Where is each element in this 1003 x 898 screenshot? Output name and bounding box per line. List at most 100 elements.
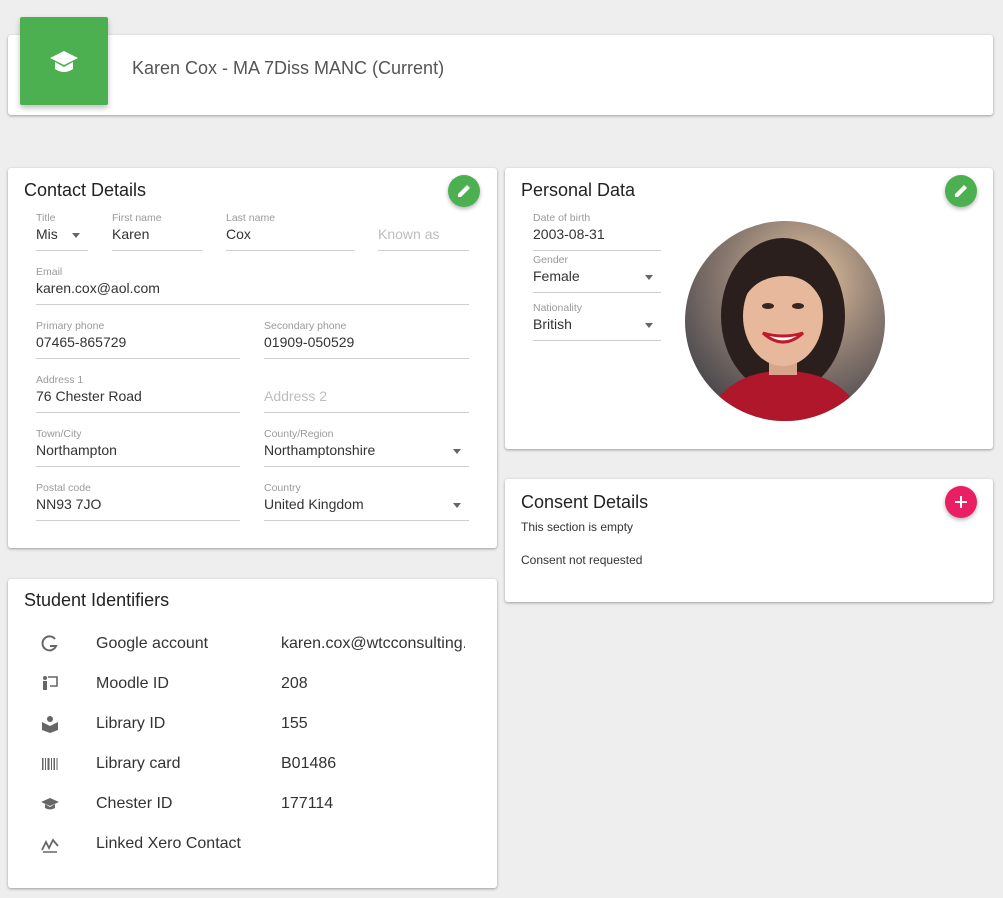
dropdown-arrow	[453, 503, 461, 508]
contact-details-card: Contact Details Title Mis First name Karen L…	[8, 168, 497, 548]
field-underline	[264, 520, 469, 521]
identifier-label: Library ID	[96, 715, 166, 732]
field-value: Female	[533, 268, 580, 284]
consent-note: Consent not requested	[521, 553, 643, 567]
form-field[interactable]: Address 1 76 Chester Road	[36, 373, 240, 414]
field-underline	[36, 358, 240, 359]
form-field[interactable]: Last name Cox	[226, 211, 354, 252]
form-field[interactable]: First name Karen	[112, 211, 202, 252]
field-value: NN93 7JO	[36, 496, 102, 512]
row-icon	[40, 754, 60, 774]
icon	[42, 758, 58, 770]
add-icon	[955, 496, 967, 508]
form-field[interactable]: Title Mis	[36, 211, 88, 252]
icon	[41, 798, 59, 810]
field-underline	[533, 250, 661, 251]
field-value: 01909-050529	[264, 334, 355, 350]
field-value: Cox	[226, 226, 251, 242]
header-icon	[20, 17, 108, 105]
row-icon	[40, 634, 60, 654]
row-icon	[40, 714, 60, 734]
field-label: Country	[264, 482, 301, 494]
form-field[interactable]: Known as	[378, 211, 469, 252]
card-title: Consent Details	[521, 492, 649, 512]
field-underline	[112, 250, 202, 251]
field-label: Email	[36, 266, 63, 278]
field-underline	[533, 292, 661, 293]
empty-status: This section is empty	[521, 520, 634, 534]
field-label: Secondary phone	[264, 320, 347, 332]
field-label: First name	[112, 212, 162, 224]
field-label: Town/City	[36, 428, 82, 440]
field-underline	[36, 250, 88, 251]
field-value: Northampton	[36, 442, 117, 458]
consent-details-card: Consent Details This section is empty Co…	[505, 479, 993, 602]
icon	[43, 676, 58, 690]
field-label: County/Region	[264, 428, 334, 440]
field-underline	[36, 466, 240, 467]
form-field[interactable]: Postal code NN93 7JO	[36, 481, 240, 522]
field-label: Address 1	[36, 374, 84, 386]
form-field[interactable]: Primary phone 07465-865729	[36, 319, 240, 360]
identifier-label: Chester ID	[96, 795, 173, 812]
form-field[interactable]: Country United Kingdom	[264, 481, 469, 522]
field-value: British	[533, 316, 572, 332]
field-value: karen.cox@aol.com	[36, 280, 160, 296]
graduation-icon	[50, 51, 78, 72]
field-underline	[36, 520, 240, 521]
form-field[interactable]: Gender Female	[533, 253, 661, 294]
header-card	[8, 35, 993, 115]
field-label: Primary phone	[36, 320, 105, 332]
form-field[interactable]: Address 2	[264, 373, 469, 414]
field-value: 76 Chester Road	[36, 388, 142, 404]
field-label: Nationality	[533, 302, 583, 314]
field-underline	[264, 412, 469, 413]
edit-button[interactable]	[448, 175, 480, 207]
field-value: Mis	[36, 226, 58, 242]
field-label: Last name	[226, 212, 276, 224]
field-value: Karen	[112, 226, 150, 242]
edit-button[interactable]	[945, 175, 977, 207]
icon	[41, 838, 59, 853]
dropdown-arrow	[453, 449, 461, 454]
field-placeholder: Address 2	[264, 388, 328, 404]
form-field[interactable]: County/Region Northamptonshire	[264, 427, 469, 468]
identifier-label: Google account	[96, 635, 209, 652]
form-field[interactable]: Date of birth 2003-08-31	[533, 211, 661, 252]
identifier-label: Linked Xero Contact	[96, 835, 241, 852]
field-label: Gender	[533, 254, 569, 266]
icon	[41, 635, 58, 652]
form-field[interactable]: Town/City Northampton	[36, 427, 240, 468]
edit-icon	[458, 185, 470, 197]
card-title: Contact Details	[24, 180, 147, 200]
field-underline	[36, 412, 240, 413]
form-field[interactable]: Nationality British	[533, 301, 661, 342]
identifier-value: 155	[281, 715, 308, 732]
row-icon	[40, 834, 60, 854]
add-button[interactable]	[945, 486, 977, 518]
form-field[interactable]: Secondary phone 01909-050529	[264, 319, 469, 360]
identifier-value: karen.cox@wtcconsulting.	[281, 635, 465, 652]
card-title: Student Identifiers	[24, 590, 170, 610]
field-underline	[36, 304, 469, 305]
form-field[interactable]: Email karen.cox@aol.com	[36, 265, 469, 306]
field-underline	[533, 340, 661, 341]
field-underline	[264, 466, 469, 467]
field-label: Title	[36, 212, 56, 224]
field-value: Northamptonshire	[264, 442, 376, 458]
field-underline	[264, 358, 469, 359]
identifier-value: 208	[281, 675, 308, 692]
edit-icon	[955, 185, 967, 197]
row-icon	[40, 674, 60, 694]
identifier-value: B01486	[281, 755, 337, 772]
identifier-label: Moodle ID	[96, 675, 169, 692]
dropdown-arrow	[645, 275, 653, 280]
icon	[42, 716, 58, 733]
field-label: Date of birth	[533, 212, 591, 224]
personal-data-card: Personal Data Date of bi	[505, 168, 993, 449]
field-value: 07465-865729	[36, 334, 127, 350]
student-identifiers-card: Student Identifiers Google account karen.…	[8, 579, 497, 888]
dropdown-arrow	[645, 323, 653, 328]
field-value: 2003-08-31	[533, 226, 605, 242]
